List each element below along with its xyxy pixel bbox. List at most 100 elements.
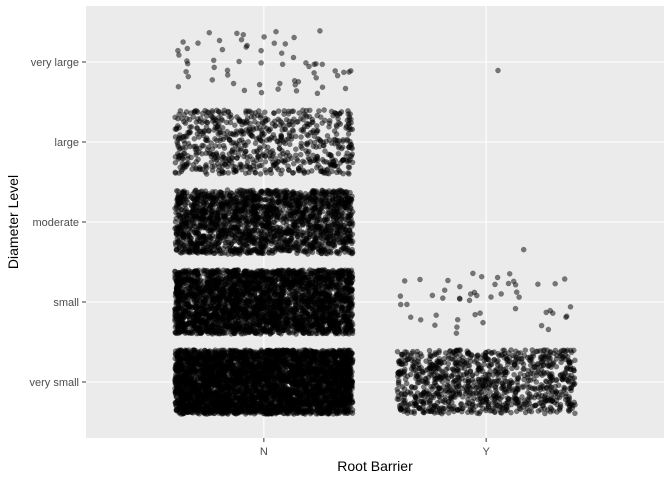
data-point bbox=[208, 399, 215, 405]
data-point bbox=[282, 380, 288, 387]
data-point bbox=[313, 363, 320, 369]
data-point bbox=[246, 388, 253, 394]
data-point bbox=[193, 373, 199, 380]
data-point bbox=[204, 377, 211, 383]
data-point bbox=[272, 347, 279, 354]
data-point bbox=[331, 368, 338, 374]
data-point bbox=[333, 350, 340, 357]
data-point bbox=[343, 349, 350, 355]
data-point bbox=[285, 351, 292, 357]
data-point bbox=[308, 408, 315, 414]
data-point bbox=[199, 350, 206, 357]
data-point bbox=[211, 356, 217, 363]
data-point bbox=[220, 376, 227, 383]
data-point bbox=[172, 366, 179, 372]
data-point bbox=[191, 383, 197, 390]
data-point bbox=[345, 404, 352, 410]
data-point bbox=[227, 359, 234, 366]
data-point bbox=[310, 369, 316, 376]
data-point bbox=[255, 394, 261, 401]
data-point bbox=[326, 360, 333, 366]
data-point bbox=[182, 362, 189, 368]
data-point bbox=[280, 398, 287, 405]
data-point bbox=[201, 383, 207, 390]
data-point bbox=[232, 404, 238, 410]
data-point bbox=[290, 400, 297, 407]
data-point bbox=[263, 357, 269, 364]
data-point bbox=[219, 403, 226, 410]
data-point bbox=[254, 388, 260, 395]
data-point bbox=[272, 362, 279, 369]
data-point bbox=[327, 391, 333, 398]
data-point bbox=[282, 366, 289, 373]
data-point bbox=[201, 372, 208, 379]
data-point bbox=[189, 406, 195, 413]
data-point bbox=[174, 381, 181, 388]
data-point bbox=[314, 368, 321, 374]
data-point bbox=[335, 359, 342, 366]
data-points bbox=[172, 28, 578, 417]
data-point bbox=[261, 383, 268, 389]
data-point bbox=[348, 356, 354, 363]
data-point bbox=[231, 389, 238, 396]
data-point bbox=[288, 395, 295, 402]
data-point bbox=[183, 355, 190, 362]
data-point bbox=[172, 399, 179, 406]
data-point bbox=[286, 407, 292, 414]
data-point bbox=[205, 349, 212, 356]
data-point bbox=[261, 349, 268, 356]
data-point bbox=[186, 369, 193, 375]
data-point bbox=[269, 393, 276, 399]
data-point bbox=[295, 407, 302, 414]
data-point bbox=[307, 359, 314, 366]
data-point bbox=[222, 395, 228, 402]
data-point bbox=[197, 355, 204, 362]
data-point bbox=[219, 365, 226, 372]
data-point bbox=[330, 384, 336, 391]
data-point bbox=[313, 373, 320, 380]
data-point bbox=[285, 376, 291, 382]
data-point bbox=[247, 369, 254, 375]
data-point bbox=[310, 392, 316, 399]
data-point bbox=[200, 366, 207, 373]
data-point bbox=[243, 350, 249, 356]
data-point bbox=[278, 359, 285, 366]
data-point bbox=[311, 349, 318, 356]
data-point bbox=[188, 377, 195, 384]
data-point bbox=[290, 348, 297, 355]
data-point bbox=[234, 348, 241, 355]
data-point bbox=[323, 399, 330, 405]
data-point bbox=[290, 378, 296, 385]
data-point bbox=[301, 399, 308, 406]
data-point bbox=[181, 409, 187, 415]
data-point bbox=[268, 410, 275, 416]
data-point bbox=[173, 387, 180, 393]
data-point bbox=[203, 411, 210, 417]
data-point bbox=[299, 392, 306, 399]
data-point bbox=[190, 354, 197, 360]
data-point bbox=[175, 359, 182, 366]
data-point bbox=[238, 377, 245, 383]
data-point bbox=[346, 364, 353, 371]
data-point bbox=[345, 384, 352, 391]
data-point bbox=[265, 367, 271, 374]
data-point bbox=[275, 399, 282, 405]
data-point bbox=[179, 395, 186, 402]
data-point bbox=[335, 390, 342, 397]
data-point bbox=[240, 391, 246, 398]
data-point bbox=[347, 392, 354, 399]
data-point bbox=[212, 364, 219, 371]
data-point bbox=[245, 379, 251, 385]
data-point bbox=[209, 407, 216, 414]
data-point bbox=[259, 391, 266, 397]
data-point bbox=[172, 374, 179, 380]
data-point bbox=[289, 367, 296, 373]
data-point bbox=[184, 395, 191, 402]
data-point bbox=[262, 376, 269, 382]
data-point bbox=[340, 397, 347, 403]
data-point bbox=[293, 358, 299, 364]
data-point bbox=[342, 389, 348, 396]
data-point bbox=[349, 410, 356, 416]
data-point bbox=[319, 360, 326, 366]
data-point bbox=[323, 354, 329, 361]
